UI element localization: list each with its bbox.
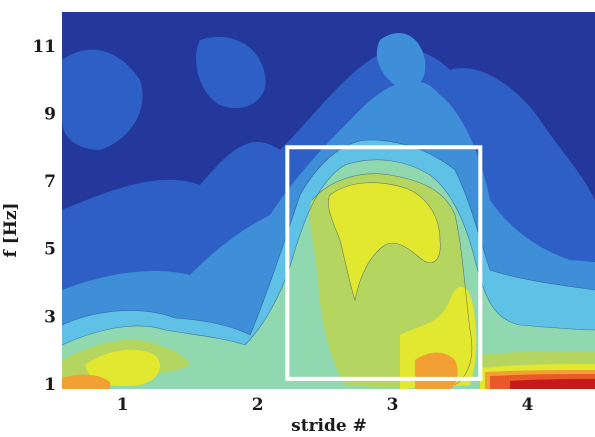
y-tick-label: 1 [44,375,56,395]
x-tick-label: 1 [117,395,129,415]
contour-level-9 [510,379,595,389]
contour-level-2b [376,32,426,89]
y-tick-label: 11 [32,37,56,57]
contour-level-7 [62,374,110,389]
y-tick-label: 5 [44,240,56,260]
y-tick-label: 7 [44,172,56,192]
y-axis-ticks: 1 3 5 7 9 11 [32,37,56,395]
contour-level-6b [328,182,441,300]
x-tick-label: 2 [252,395,264,415]
x-axis-label: stride # [291,416,367,436]
x-tick-label: 3 [387,395,399,415]
contour-level-6 [85,349,160,386]
contour-level-1c [196,36,266,109]
contour-level-1b [62,49,143,150]
y-tick-label: 3 [44,307,56,327]
y-tick-label: 9 [44,104,56,124]
highlight-box [285,145,483,381]
contour-field [62,32,595,389]
contour-level-7b [415,352,458,389]
x-axis-ticks: 1 2 3 4 [117,395,534,415]
y-axis-label: f [Hz] [1,202,21,257]
x-tick-label: 4 [522,395,534,415]
